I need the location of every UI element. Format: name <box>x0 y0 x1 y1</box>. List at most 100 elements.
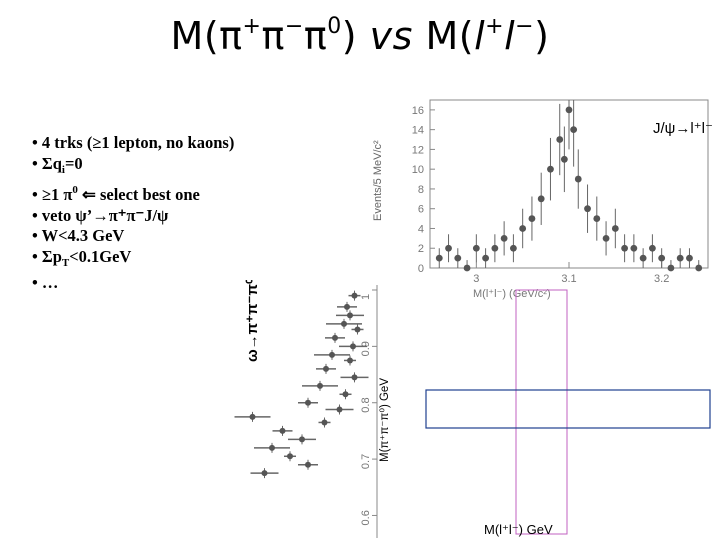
jpsi-point-10 <box>528 215 536 222</box>
jpsi-point-29 <box>686 254 693 262</box>
bullet-ellipsis: • … <box>32 273 59 292</box>
jpsi-point-28 <box>676 254 684 262</box>
bullet-pt: • ΣpT<0.1GeV <box>32 247 234 274</box>
bullet-pi0-pre: • ≥1 π <box>32 185 73 204</box>
selection-cuts-list: • 4 trks (≥1 lepton, no kaons) • Σqi=0 •… <box>32 133 234 294</box>
omega-point-21 <box>305 461 311 468</box>
omega-point-22 <box>261 470 268 477</box>
jpsi-title: J/ψ→l⁺l⁻ <box>653 120 713 137</box>
jpsi-point-14 <box>560 155 568 163</box>
jpsi-ytick-label-7: 14 <box>412 125 424 137</box>
title-close: ) <box>341 14 358 58</box>
bottom-xlabel: M(l⁺l⁻) GeV <box>484 522 553 537</box>
jpsi-point-25 <box>649 244 656 252</box>
omega-title: ω→π⁺π⁻π⁰ <box>244 280 261 362</box>
jpsi-xtick-label-2: 3.2 <box>654 273 669 285</box>
omega-point-2 <box>347 312 353 319</box>
jpsi-point-24 <box>639 254 647 262</box>
omega-point-0 <box>351 292 358 299</box>
jpsi-ytick-label-3: 6 <box>418 204 424 216</box>
jpsi-point-4 <box>472 244 480 252</box>
jpsi-xlabel: M(l⁺l⁻) (GeV/c²) <box>473 288 551 300</box>
jpsi-point-20 <box>602 234 610 242</box>
omega-point-12 <box>342 391 349 398</box>
omega-point-8 <box>347 357 353 364</box>
title-l1: l <box>474 14 486 58</box>
jpsi-point-19 <box>593 215 601 222</box>
omega-point-15 <box>249 413 256 420</box>
omega-point-5 <box>332 334 338 341</box>
jpsi-point-21 <box>611 225 619 232</box>
omega-point-9 <box>323 365 329 372</box>
title-plus: + <box>242 14 262 39</box>
omega-ylabel: M(π⁺π⁻π⁰) GeV <box>379 378 391 462</box>
jpsi-point-8 <box>510 244 517 252</box>
omega-ytick-label-3: 0.9 <box>360 341 372 356</box>
jpsi-point-1 <box>445 244 452 252</box>
jpsi-point-13 <box>556 136 564 143</box>
jpsi-point-2 <box>454 254 462 262</box>
bullet-pt-post: <0.1GeV <box>69 246 132 266</box>
omega-mass-plot: 0.6 0.7 0.8 0.9 1 ω→π⁺π⁻π⁰ M(π⁺π⁻π⁰) GeV <box>234 280 391 538</box>
omega-point-16 <box>321 419 328 426</box>
jpsi-point-30 <box>695 264 703 272</box>
jpsi-point-6 <box>491 244 499 252</box>
omega-point-19 <box>269 444 275 451</box>
jpsi-mass-window-box <box>515 289 568 535</box>
jpsi-point-23 <box>630 244 638 252</box>
jpsi-point-9 <box>519 225 527 232</box>
title-minus: − <box>284 14 304 39</box>
title-l2: l <box>504 14 516 58</box>
jpsi-mass-plot: 0 2 4 6 8 10 12 14 16 3 3.1 3.2 Events/5 MeV/c² M(… <box>372 99 713 300</box>
title-minus2: − <box>515 14 535 39</box>
jpsi-point-15 <box>565 106 573 114</box>
bullet-charge: • Σqi=0 <box>32 154 234 181</box>
jpsi-ytick-label-6: 12 <box>412 144 424 156</box>
bullet-charge-post: =0 <box>64 153 83 173</box>
omega-point-20 <box>287 453 293 460</box>
jpsi-ytick-label-0: 0 <box>418 263 424 275</box>
jpsi-point-16 <box>570 126 578 134</box>
jpsi-point-0 <box>435 254 443 262</box>
omega-ytick-label-1: 0.7 <box>360 454 372 469</box>
title-plus2: + <box>485 14 505 39</box>
bullet-pi0: • ≥1 π0 ⇐ select best one <box>32 180 234 206</box>
jpsi-xtick-label-1: 3.1 <box>561 273 576 285</box>
omega-point-14 <box>336 406 343 413</box>
omega-point-3 <box>341 320 347 327</box>
jpsi-point-7 <box>500 234 508 242</box>
bullet-w: • W<4.3 GeV <box>32 226 125 245</box>
jpsi-ylabel: Events/5 MeV/c² <box>372 140 384 221</box>
jpsi-point-5 <box>482 254 489 262</box>
jpsi-ytick-label-1: 2 <box>418 243 424 255</box>
correlation-boxes <box>425 289 711 535</box>
bullet-veto: • veto ψ’→π⁺π⁻J/ψ <box>32 205 169 225</box>
omega-point-7 <box>329 351 335 358</box>
omega-point-13 <box>305 399 311 406</box>
jpsi-ytick-label-4: 8 <box>418 184 424 196</box>
jpsi-ytick-label-5: 10 <box>412 164 424 176</box>
title-prefix: M(π <box>170 14 243 58</box>
omega-point-6 <box>350 343 356 350</box>
omega-mass-window-box <box>425 389 711 429</box>
bullet-pi0-post: ⇐ select best one <box>77 185 200 204</box>
omega-point-1 <box>344 303 350 310</box>
jpsi-point-12 <box>547 165 554 173</box>
omega-point-11 <box>317 382 323 389</box>
title-mleft: M( <box>425 14 475 58</box>
omega-point-10 <box>351 374 358 381</box>
bullet-tracks: • 4 trks (≥1 lepton, no kaons) <box>32 133 235 152</box>
jpsi-point-17 <box>574 175 582 183</box>
title-mid: π <box>261 14 285 58</box>
bullet-pt-sub: T <box>61 256 70 269</box>
slide-title: M(π+π−π0) vs M(l+l−) <box>0 14 720 58</box>
bullet-pt-pre: • Σp <box>32 246 62 266</box>
jpsi-xtick-label-0: 3 <box>473 273 479 285</box>
omega-point-17 <box>279 427 286 434</box>
jpsi-ytick-label-8: 16 <box>412 105 424 117</box>
title-mid2: π <box>303 14 328 58</box>
omega-ytick-label-2: 0.8 <box>360 397 372 412</box>
jpsi-ytick-label-2: 4 <box>418 223 424 235</box>
bullet-charge-pre: • Σq <box>32 153 62 173</box>
title-vs: vs <box>357 14 426 58</box>
